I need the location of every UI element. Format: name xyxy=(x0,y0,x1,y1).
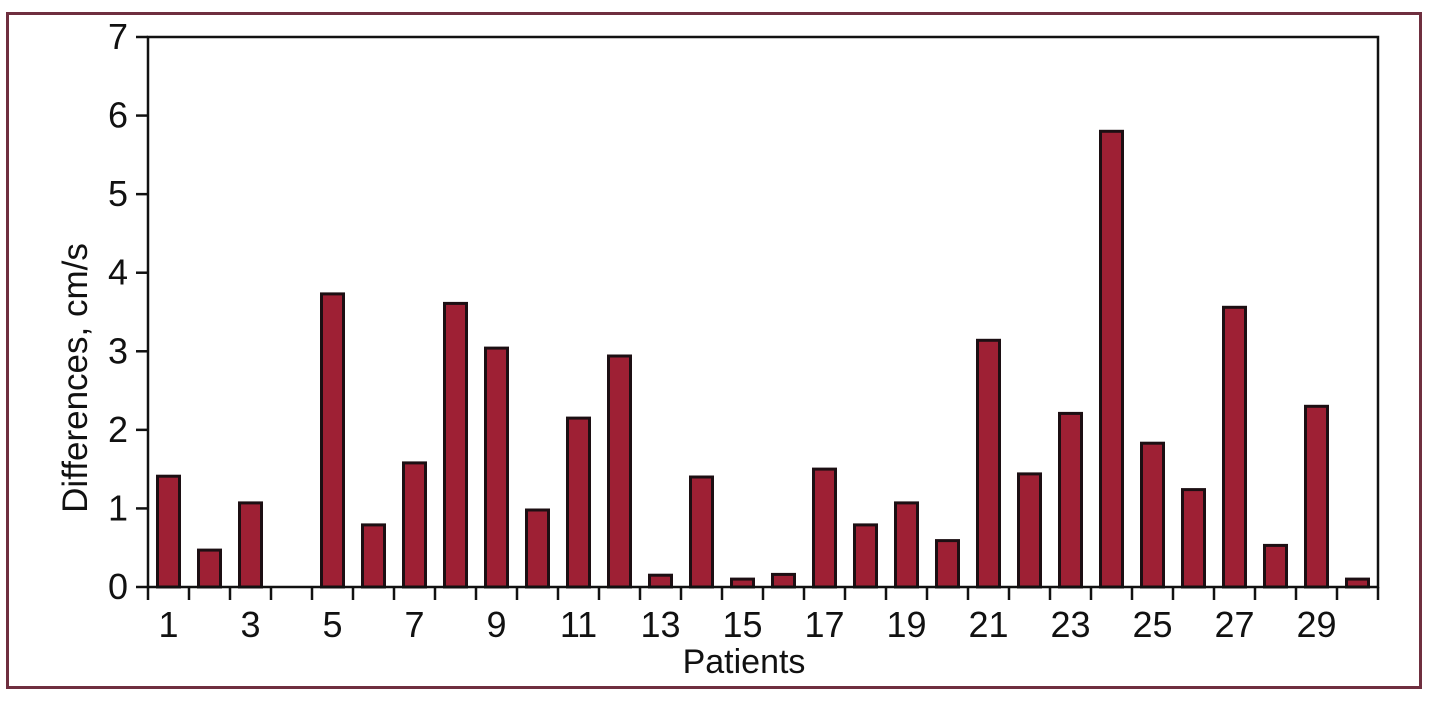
y-axis-title: Differences, cm/s xyxy=(56,243,95,513)
bar-patient-16 xyxy=(771,572,796,589)
bar-patient-8 xyxy=(443,301,468,589)
x-tick-label: 11 xyxy=(560,604,597,645)
bar-patient-6 xyxy=(361,523,386,589)
bar-patient-29 xyxy=(1304,404,1329,589)
x-tick-label: 19 xyxy=(886,604,926,645)
bar-patient-7 xyxy=(402,461,427,589)
bar-patient-27 xyxy=(1222,305,1247,589)
y-tick-label: 7 xyxy=(108,16,128,57)
bar-patient-14 xyxy=(689,475,714,589)
y-tick-label: 6 xyxy=(108,95,128,136)
bar-patient-26 xyxy=(1181,488,1206,589)
x-tick-label: 9 xyxy=(486,604,506,645)
bar-patient-20 xyxy=(935,539,960,589)
y-tick-label: 0 xyxy=(108,566,128,607)
x-tick-label: 27 xyxy=(1214,604,1254,645)
x-tick-label: 13 xyxy=(640,604,680,645)
x-tick-label: 21 xyxy=(968,604,1008,645)
bar-patient-5 xyxy=(320,292,345,589)
bar-patient-12 xyxy=(607,354,632,589)
bar-patient-28 xyxy=(1263,543,1288,589)
bar-patient-21 xyxy=(976,338,1001,589)
y-tick-label: 4 xyxy=(108,252,128,293)
bar-patient-3 xyxy=(238,501,263,589)
x-tick-label: 1 xyxy=(158,604,178,645)
bar-patient-13 xyxy=(648,573,673,589)
x-tick-label: 17 xyxy=(804,604,844,645)
bar-patient-24 xyxy=(1099,129,1124,589)
bar-patient-17 xyxy=(812,467,837,589)
x-tick-label: 15 xyxy=(722,604,762,645)
y-tick-label: 5 xyxy=(108,173,128,214)
x-tick-label: 5 xyxy=(322,604,342,645)
bar-patient-2 xyxy=(197,548,222,589)
bar-patient-18 xyxy=(853,523,878,589)
x-tick-label: 7 xyxy=(404,604,424,645)
bar-patient-23 xyxy=(1058,411,1083,589)
bar-patient-22 xyxy=(1017,472,1042,589)
bar-patient-10 xyxy=(525,508,550,589)
x-tick-label: 25 xyxy=(1132,604,1172,645)
x-tick-label: 23 xyxy=(1050,604,1090,645)
x-axis-title: Patients xyxy=(682,643,806,681)
x-tick-label: 3 xyxy=(240,604,260,645)
bar-patient-1 xyxy=(156,474,181,589)
bar-patient-9 xyxy=(484,346,509,589)
y-tick-label: 2 xyxy=(108,409,128,450)
y-tick-label: 3 xyxy=(108,330,128,371)
y-tick-label: 1 xyxy=(108,487,128,528)
bar-patient-11 xyxy=(566,416,591,589)
x-tick-label: 29 xyxy=(1296,604,1336,645)
bar-patient-19 xyxy=(894,501,919,589)
bar-patient-25 xyxy=(1140,441,1165,589)
